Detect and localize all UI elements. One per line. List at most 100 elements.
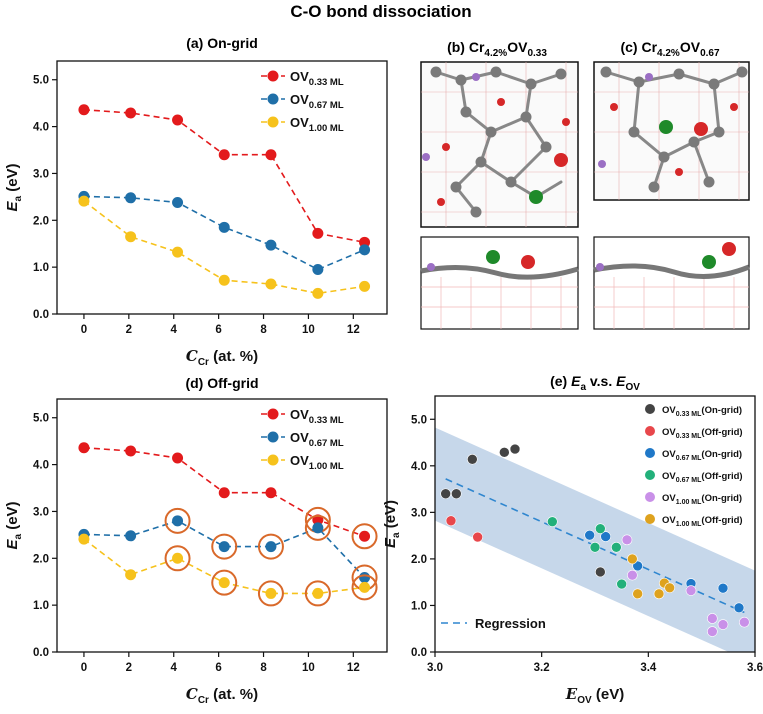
data-point xyxy=(125,530,137,542)
structure-c-title: (c) Cr4.2%OV0.67 xyxy=(620,39,719,59)
regression-line xyxy=(445,478,745,614)
scatter-point xyxy=(739,616,750,628)
y-tick-label: 1.0 xyxy=(411,600,427,612)
data-point xyxy=(312,522,324,534)
x-tick-label: 3.6 xyxy=(747,662,763,674)
x-tick-label: 8 xyxy=(260,324,267,336)
scatter-point xyxy=(595,566,606,578)
data-point xyxy=(125,192,137,204)
highlight-circle xyxy=(304,580,331,607)
data-point xyxy=(172,246,184,258)
x-tick-label: 8 xyxy=(260,662,267,674)
legend-marker xyxy=(267,93,279,105)
highlight-circle xyxy=(257,533,284,560)
data-point xyxy=(125,231,137,243)
legend-label: OV1.00 ML(On-grid) xyxy=(662,493,742,506)
x-tick-label: 3.4 xyxy=(640,662,657,674)
x-tick-label: 0 xyxy=(81,324,87,336)
chart-d-off-grid: (d) Off-grid OV0.33 ML OV0.67 ML OV1.00 ML 0… xyxy=(4,375,388,706)
y-tick-label: 4.0 xyxy=(33,122,49,134)
y-tick-label: 5.0 xyxy=(411,414,427,426)
scatter-point xyxy=(632,560,643,572)
scatter-point xyxy=(584,529,595,541)
y-tick-label: 0.0 xyxy=(33,647,49,659)
data-point xyxy=(265,278,277,290)
scatter-point xyxy=(445,515,457,527)
highlight-circle xyxy=(304,514,331,541)
data-point xyxy=(265,541,277,553)
data-point xyxy=(265,487,277,499)
scatter-point xyxy=(627,553,638,565)
scatter-point xyxy=(451,488,462,500)
y-tick-label: 1.0 xyxy=(33,262,49,274)
y-tick-label: 3.0 xyxy=(33,168,49,180)
legend-label: OV0.67 ML(On-grid) xyxy=(662,449,742,462)
data-point xyxy=(172,552,184,564)
scatter-point xyxy=(611,541,622,553)
scatter-point xyxy=(627,569,638,581)
x-axis-label: EOV (eV) xyxy=(565,685,624,706)
legend-marker xyxy=(267,116,279,128)
y-tick-label: 5.0 xyxy=(33,413,49,425)
data-point xyxy=(359,280,371,292)
data-point xyxy=(218,149,230,161)
y-tick-label: 0.0 xyxy=(33,309,49,321)
data-point xyxy=(218,541,230,553)
scatter-point xyxy=(685,585,697,596)
structure-b-title: (b) Cr4.2%OV0.33 xyxy=(447,39,547,59)
chart-e-title: (e) Ea v.s. EOV xyxy=(550,373,640,393)
confidence-band xyxy=(435,427,755,652)
legend-label: OV0.33 ML(Off-grid) xyxy=(662,427,743,440)
data-point xyxy=(312,263,324,275)
legend-marker xyxy=(645,448,655,458)
y-tick-label: 4.0 xyxy=(33,460,49,472)
structure-c-topview xyxy=(593,61,750,201)
y-tick-label: 0.0 xyxy=(411,647,427,659)
y-tick-label: 5.0 xyxy=(33,75,49,87)
data-point xyxy=(218,577,230,589)
highlight-circle xyxy=(351,574,378,601)
data-point xyxy=(78,104,90,116)
x-tick-label: 3.0 xyxy=(427,662,443,674)
x-tick-label: 10 xyxy=(302,662,315,674)
scatter-point xyxy=(547,516,558,527)
x-tick-label: 2 xyxy=(126,662,132,674)
chart-d-frame xyxy=(56,398,388,653)
y-tick-label: 4.0 xyxy=(411,461,427,473)
legend-label: OV0.33 ML(On-grid) xyxy=(662,405,742,418)
data-point xyxy=(218,487,230,499)
scatter-point xyxy=(499,447,510,458)
data-point xyxy=(265,239,277,251)
y-tick-label: 3.0 xyxy=(33,506,49,518)
y-tick-label: 1.0 xyxy=(33,600,49,612)
data-point xyxy=(218,274,230,286)
data-point xyxy=(78,442,90,454)
data-point xyxy=(172,515,184,527)
x-tick-label: 10 xyxy=(302,324,315,336)
legend-label: OV1.00 ML(Off-grid) xyxy=(662,515,743,528)
y-tick-label: 3.0 xyxy=(411,507,427,519)
scatter-point xyxy=(467,454,478,465)
scatter-point xyxy=(717,619,729,630)
chart-a-frame xyxy=(56,60,388,315)
scatter-point xyxy=(440,488,451,500)
structure-b-sideview xyxy=(420,236,579,330)
data-point xyxy=(125,445,137,457)
y-tick-label: 2.0 xyxy=(33,215,49,227)
data-point xyxy=(218,221,230,233)
legend-label: OV1.00 ML xyxy=(290,115,344,134)
legend-label: OV0.67 ML xyxy=(290,92,344,111)
scatter-point xyxy=(509,443,521,455)
data-point xyxy=(359,572,371,584)
scatter-point xyxy=(600,531,611,542)
data-point xyxy=(312,587,324,599)
highlight-circle xyxy=(211,533,238,560)
legend-label: OV0.33 ML xyxy=(290,407,344,426)
legend-marker xyxy=(267,70,279,82)
chart-e-frame xyxy=(434,395,756,653)
data-point xyxy=(312,287,324,299)
legend-label: OV0.67 ML(Off-grid) xyxy=(662,471,743,484)
y-axis-label: Ea (eV) xyxy=(4,163,24,211)
legend-marker xyxy=(267,431,279,443)
